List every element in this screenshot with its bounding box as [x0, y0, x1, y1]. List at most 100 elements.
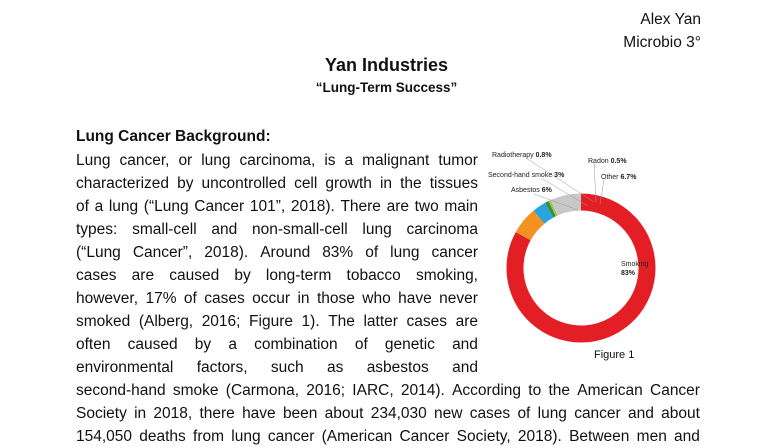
- word: occur: [252, 290, 291, 307]
- word: 2018).: [290, 198, 335, 215]
- word: Cancer: [194, 198, 245, 215]
- word: (Alberg,: [138, 313, 194, 330]
- label-other: Other 6.7%: [601, 173, 636, 182]
- word: lung: [362, 221, 392, 238]
- word: combination: [254, 336, 338, 353]
- word: tobacco: [346, 267, 401, 284]
- word: who: [362, 290, 391, 307]
- word: never: [439, 290, 478, 307]
- word: uncontrolled: [201, 175, 286, 192]
- word: men: [636, 428, 667, 445]
- paragraph-line: 154,050 deaths from lung cancer (American Canc…: [76, 425, 700, 448]
- word: about: [324, 405, 364, 422]
- word: According: [452, 382, 522, 399]
- label-other-name: Other: [601, 174, 619, 181]
- paragraph-line: of a lung (“Lung Cancer 101”, 2018). There are tw…: [76, 195, 478, 218]
- word: Figure: [249, 313, 293, 330]
- word: smoking,: [415, 267, 478, 284]
- label-radon-name: Radon: [588, 158, 609, 165]
- word: smoked: [76, 313, 131, 330]
- word: Around: [260, 244, 311, 261]
- word: asbestos: [366, 359, 429, 376]
- word: and: [452, 359, 478, 376]
- word: growth: [325, 175, 372, 192]
- word: such: [270, 359, 304, 376]
- word: by: [177, 175, 194, 192]
- word: lung: [108, 198, 139, 215]
- word: new: [434, 405, 463, 422]
- word: small-cell: [132, 221, 197, 238]
- word: lung: [390, 244, 420, 261]
- word: lung: [231, 428, 261, 445]
- word: genetic: [384, 336, 435, 353]
- word: Cancer: [650, 382, 700, 399]
- word: are: [455, 313, 478, 330]
- label-radon: Radon 0.5%: [588, 157, 627, 166]
- author-block: Alex Yan Microbio 3°: [623, 8, 701, 54]
- word: IARC,: [352, 382, 394, 399]
- label-radon-value: 0.5%: [610, 158, 627, 165]
- word: of: [365, 244, 379, 261]
- word: types:: [76, 221, 118, 238]
- word: is: [324, 152, 336, 169]
- word: cell: [294, 175, 318, 192]
- leader-line: [533, 193, 579, 211]
- slice-other: [550, 193, 582, 216]
- title-block: Yan Industries “Lung-Term Success”: [0, 54, 773, 95]
- word: American: [577, 382, 643, 399]
- word: and: [452, 336, 478, 353]
- word: lung: [201, 152, 231, 169]
- word: and: [674, 428, 700, 445]
- word: smoke: [172, 382, 219, 399]
- word: are: [386, 198, 409, 215]
- word: in: [379, 175, 393, 192]
- word: 83%: [322, 244, 354, 261]
- label-asbestos: Asbestos 6%: [511, 186, 552, 195]
- word: lung: [537, 405, 567, 422]
- label-second-hand-smoke-name: Second-hand smoke: [488, 172, 553, 179]
- word: 2016;: [201, 313, 241, 330]
- word: 234,030: [370, 405, 427, 422]
- label-smoking: Smoking 83%: [621, 260, 648, 278]
- word: tumor: [438, 152, 478, 169]
- slice-radiotherapy: [545, 200, 556, 218]
- word: caused: [169, 267, 220, 284]
- leader-line: [599, 179, 605, 205]
- figure-1: Radiotherapy 0.8% Second-hand smoke 3% A…: [486, 146, 708, 368]
- word: second-hand: [76, 382, 166, 399]
- word: malignant: [362, 152, 430, 169]
- word: The: [328, 313, 355, 330]
- word: those: [316, 290, 355, 307]
- word: Lung: [76, 152, 111, 169]
- word: latter: [363, 313, 398, 330]
- word: Cancer”,: [132, 244, 193, 261]
- word: (“Lung: [143, 198, 189, 215]
- word: of: [354, 336, 368, 353]
- word: a: [228, 336, 237, 353]
- word: or: [178, 152, 193, 169]
- word: a: [94, 198, 104, 215]
- word: two: [414, 198, 439, 215]
- word: and: [627, 405, 654, 422]
- label-asbestos-value: 6%: [541, 187, 552, 194]
- word: there: [199, 405, 235, 422]
- label-smoking-name: Smoking: [621, 261, 649, 268]
- word: 2016;: [306, 382, 346, 399]
- slice-radon: [548, 200, 558, 217]
- paragraph-line: (“Lung Cancer”, 2018). Around 83% of lung cance…: [76, 241, 478, 264]
- word: to: [528, 382, 542, 399]
- word: a: [344, 152, 354, 169]
- document-subtitle: “Lung-Term Success”: [315, 80, 458, 95]
- word: carcinoma: [406, 221, 478, 238]
- donut-chart: [506, 157, 656, 343]
- word: about: [661, 405, 700, 422]
- slice-smoking: [506, 193, 656, 343]
- word: cancer,: [119, 152, 170, 169]
- word: Society: [76, 405, 127, 422]
- label-radiotherapy-value: 0.8%: [535, 152, 552, 159]
- paragraph-line: however, 17% of cases occur in those who have nev…: [76, 287, 478, 310]
- word: of: [183, 290, 197, 307]
- word: of: [517, 405, 531, 422]
- label-other-value: 6.7%: [620, 174, 637, 181]
- word: however,: [76, 290, 139, 307]
